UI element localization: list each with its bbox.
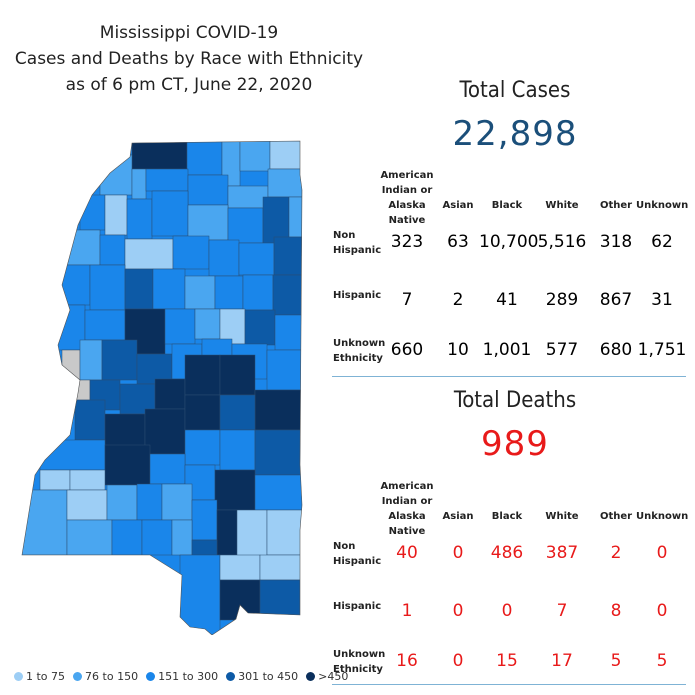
legend-item: 151 to 300 bbox=[146, 670, 218, 683]
total-cases-value: 22,898 bbox=[452, 114, 578, 154]
table-cell: 8 bbox=[610, 601, 622, 621]
legend-swatch bbox=[226, 672, 236, 681]
column-header: Black bbox=[491, 511, 523, 522]
table-cell: 2 bbox=[610, 543, 622, 563]
table-cell: 5 bbox=[610, 651, 622, 671]
legend-item: 1 to 75 bbox=[14, 670, 65, 683]
row-label: Non Hispanic bbox=[333, 541, 382, 567]
table-cell: 0 bbox=[452, 651, 464, 671]
table-cell: 62 bbox=[651, 232, 673, 252]
column-header: Asian bbox=[442, 511, 474, 522]
table-cell: 2 bbox=[452, 290, 464, 310]
table-cell: 867 bbox=[599, 290, 633, 310]
title-line-3: as of 6 pm CT, June 22, 2020 bbox=[65, 75, 313, 95]
table-cell: 0 bbox=[656, 543, 668, 563]
table-cell: 7 bbox=[556, 601, 568, 621]
table-cell: 41 bbox=[496, 290, 518, 310]
column-header: Other bbox=[599, 511, 633, 522]
column-header: Unknown bbox=[636, 511, 689, 522]
table-cell: 0 bbox=[452, 543, 464, 563]
table-cell: 387 bbox=[545, 543, 579, 563]
table-cell: 63 bbox=[447, 232, 469, 252]
column-header: Other bbox=[599, 200, 633, 211]
row-label: Unknown Ethnicity bbox=[333, 649, 386, 675]
table-cell: 40 bbox=[396, 543, 418, 563]
total-cases-title: Total Cases bbox=[459, 78, 571, 103]
cases-table: American Indian or Alaska Native Asian Bla… bbox=[330, 168, 692, 368]
table-cell: 486 bbox=[490, 543, 524, 563]
map-legend: 1 to 75 76 to 150 151 to 300 301 to 450 >450 bbox=[14, 670, 348, 683]
legend-swatch bbox=[14, 672, 23, 681]
table-cell: 5 bbox=[656, 651, 668, 671]
table-cell: 15 bbox=[496, 651, 518, 671]
column-header: Asian bbox=[442, 200, 474, 211]
row-label: Hispanic bbox=[333, 290, 382, 301]
table-cell: 0 bbox=[452, 601, 464, 621]
table-cell: 323 bbox=[390, 232, 424, 252]
legend-item: 301 to 450 bbox=[226, 670, 298, 683]
total-deaths-value: 989 bbox=[481, 424, 549, 464]
table-cell: 660 bbox=[390, 340, 424, 360]
section-divider bbox=[332, 376, 686, 377]
legend-swatch bbox=[73, 672, 83, 681]
legend-label: 151 to 300 bbox=[158, 670, 219, 683]
row-label: Hispanic bbox=[333, 601, 382, 612]
table-cell: 289 bbox=[545, 290, 579, 310]
column-header: White bbox=[545, 200, 579, 211]
legend-item: >450 bbox=[306, 670, 348, 683]
column-header: Unknown bbox=[636, 200, 689, 211]
table-cell: 0 bbox=[656, 601, 668, 621]
table-cell: 5,516 bbox=[537, 232, 587, 252]
chart-title: Mississippi COVID-19 Cases and Deaths by… bbox=[0, 20, 378, 98]
column-header: White bbox=[545, 511, 579, 522]
title-line-1: Mississippi COVID-19 bbox=[99, 23, 279, 43]
deaths-table: American Indian or Alaska Native Asian Bla… bbox=[330, 479, 692, 679]
table-cell: 17 bbox=[551, 651, 573, 671]
bottom-divider bbox=[332, 684, 686, 685]
mississippi-county-map bbox=[21, 140, 303, 635]
column-header: Black bbox=[491, 200, 523, 211]
legend-swatch bbox=[306, 672, 316, 681]
table-cell: 10 bbox=[447, 340, 469, 360]
title-line-2: Cases and Deaths by Race with Ethnicity bbox=[14, 49, 364, 69]
legend-label: >450 bbox=[318, 670, 349, 683]
column-header: American Indian or Alaska Native bbox=[380, 481, 434, 537]
legend-label: 1 to 75 bbox=[26, 670, 66, 683]
column-header: American Indian or Alaska Native bbox=[380, 170, 434, 226]
table-cell: 10,700 bbox=[479, 232, 539, 252]
legend-label: 301 to 450 bbox=[238, 670, 299, 683]
row-label: Non Hispanic bbox=[333, 230, 382, 256]
table-cell: 16 bbox=[396, 651, 418, 671]
table-cell: 318 bbox=[599, 232, 633, 252]
row-label: Unknown Ethnicity bbox=[333, 338, 386, 364]
legend-swatch bbox=[146, 672, 156, 681]
table-cell: 577 bbox=[545, 340, 579, 360]
legend-item: 76 to 150 bbox=[73, 670, 138, 683]
table-cell: 1,751 bbox=[637, 340, 687, 360]
table-cell: 1,001 bbox=[482, 340, 532, 360]
total-deaths-title: Total Deaths bbox=[453, 388, 577, 413]
table-cell: 0 bbox=[501, 601, 513, 621]
table-cell: 7 bbox=[401, 290, 413, 310]
legend-label: 76 to 150 bbox=[85, 670, 139, 683]
table-cell: 680 bbox=[599, 340, 633, 360]
table-cell: 31 bbox=[651, 290, 673, 310]
table-cell: 1 bbox=[401, 601, 413, 621]
